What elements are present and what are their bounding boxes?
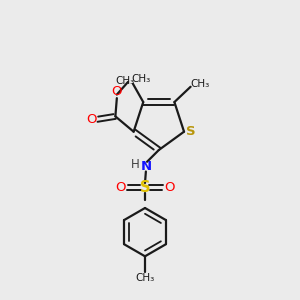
Text: H: H [131, 158, 140, 171]
Text: O: O [87, 113, 97, 126]
Text: S: S [140, 180, 150, 195]
Text: O: O [112, 85, 122, 98]
Text: CH₃: CH₃ [115, 76, 134, 86]
Text: O: O [116, 181, 126, 194]
Text: S: S [186, 125, 195, 138]
Text: CH₃: CH₃ [190, 80, 210, 89]
Text: N: N [140, 160, 152, 173]
Text: CH₃: CH₃ [135, 273, 154, 284]
Text: O: O [164, 181, 174, 194]
Text: CH₃: CH₃ [132, 74, 151, 84]
